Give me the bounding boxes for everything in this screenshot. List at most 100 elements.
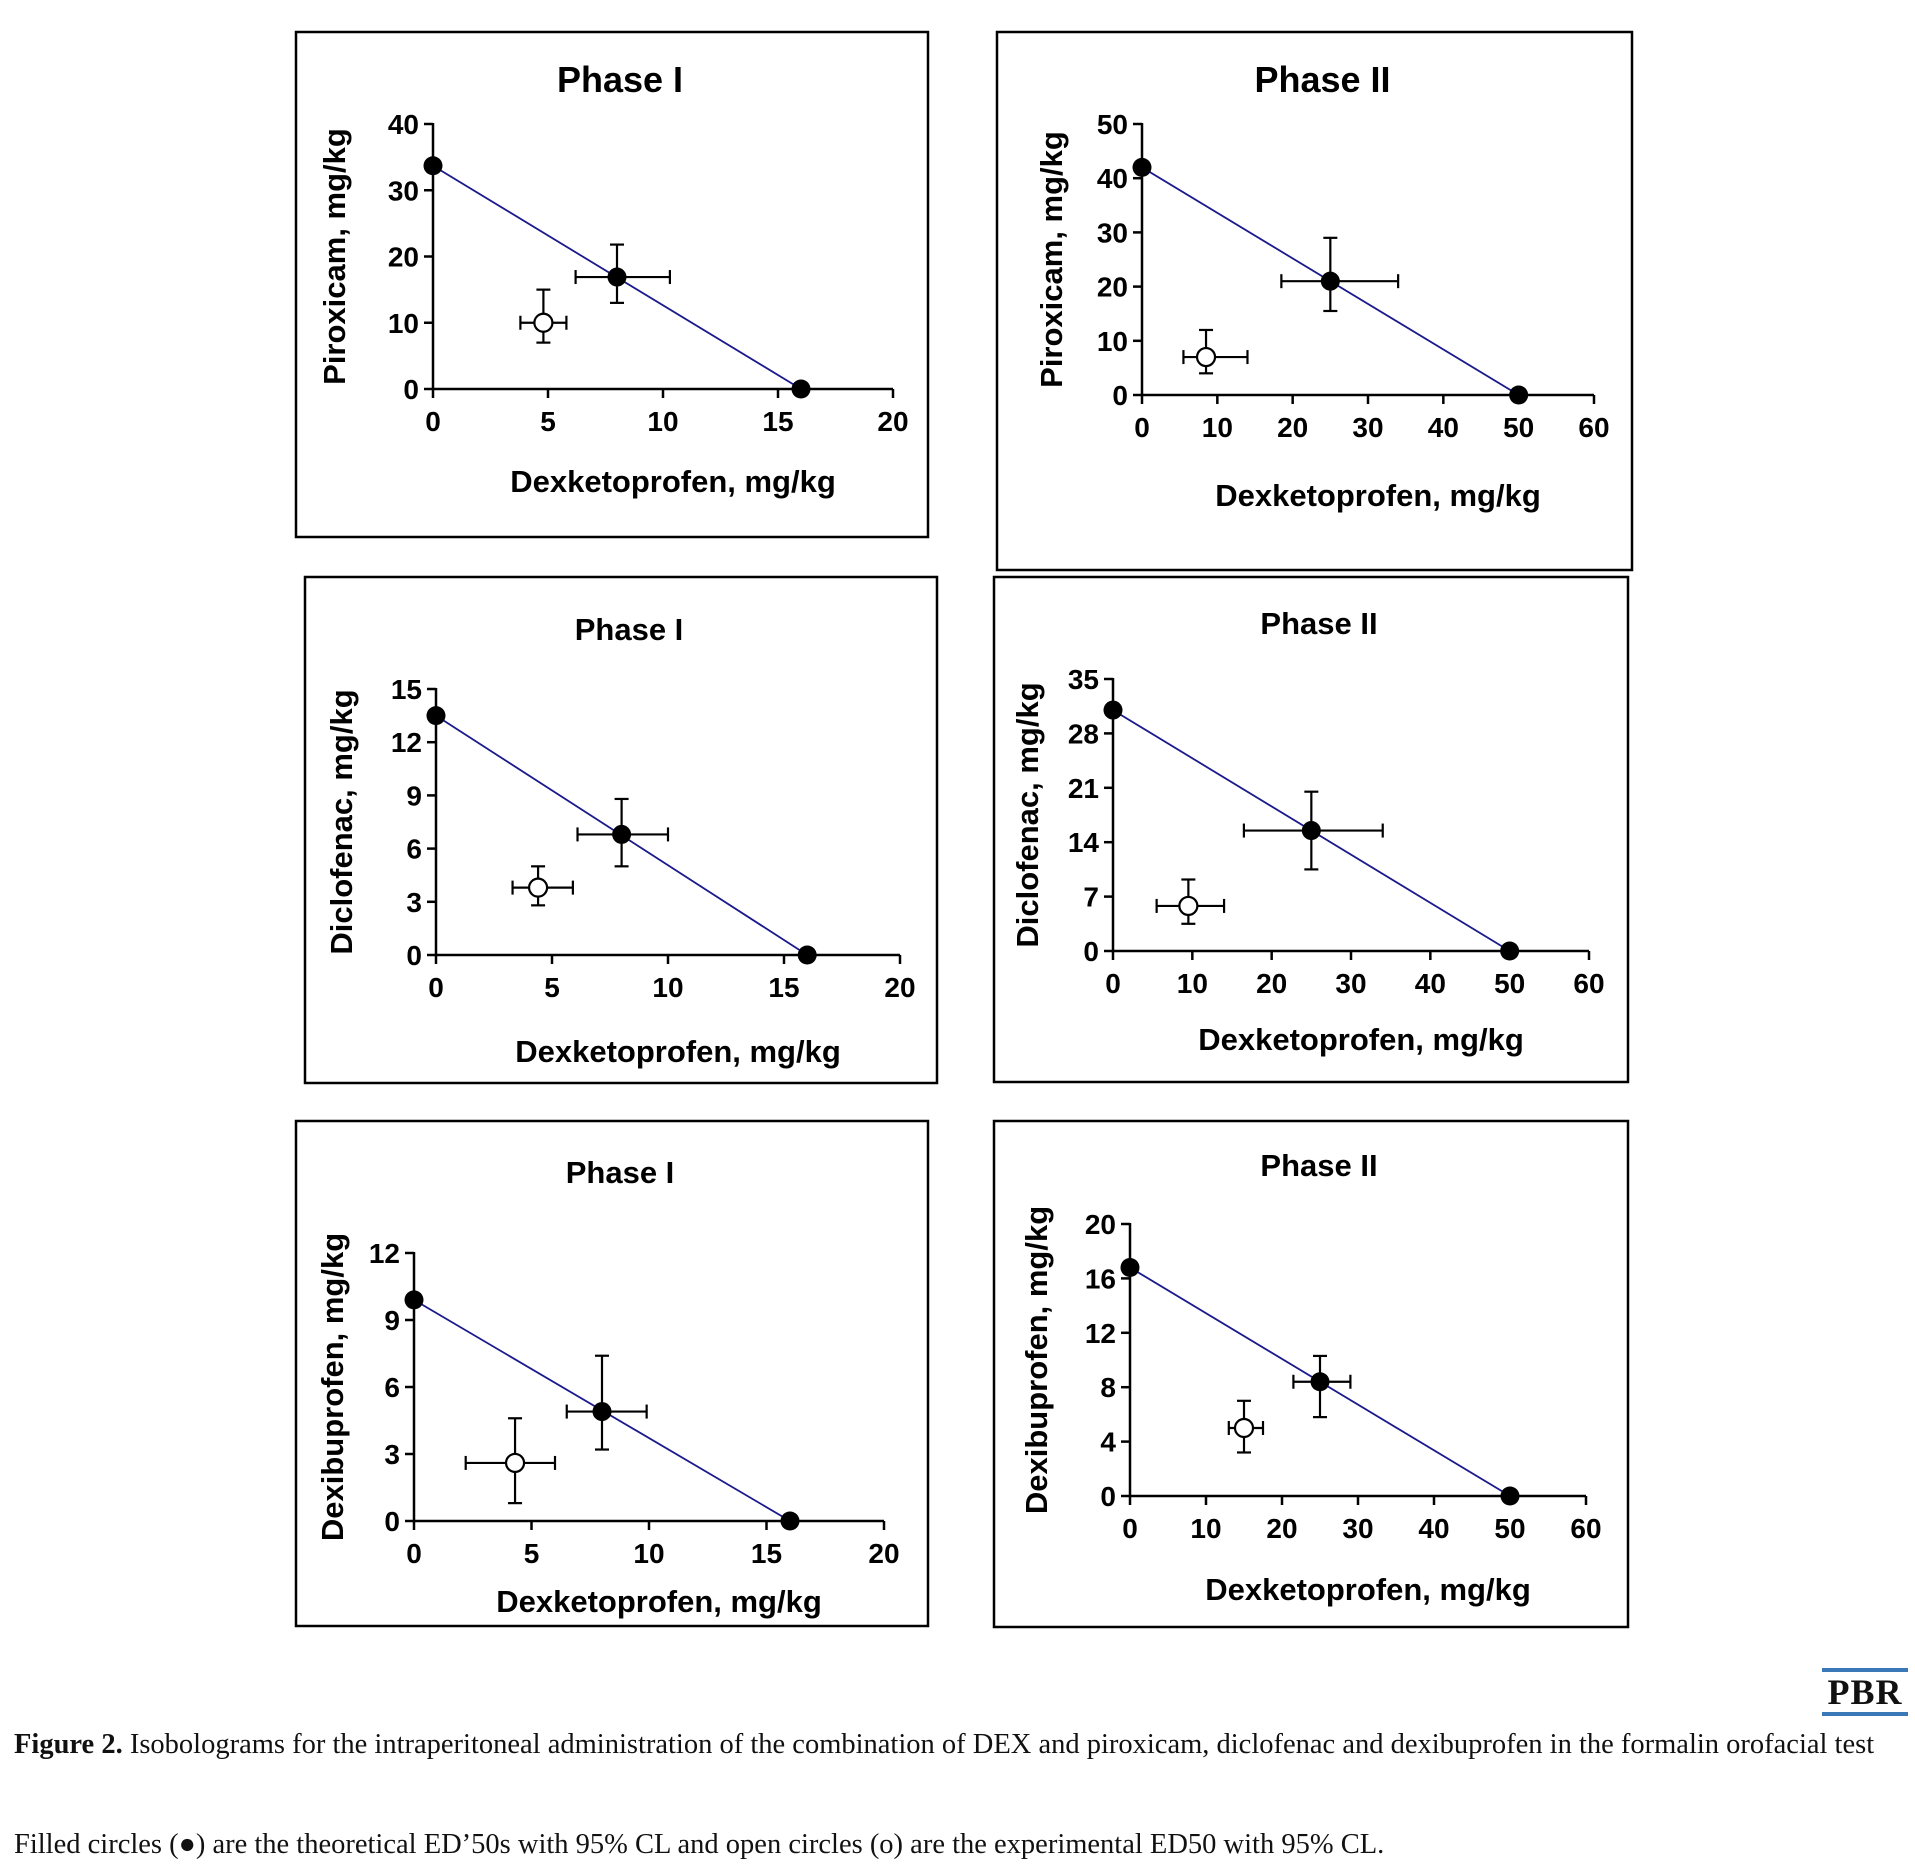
y-tick-label: 12 (1085, 1318, 1116, 1349)
x-tick-label: 5 (540, 406, 556, 437)
figure-note: Filled circles (●) are the theoretical E… (14, 1829, 1385, 1860)
x-axis-label: Dexketoprofen, mg/kg (1205, 1572, 1531, 1607)
y-tick-label: 10 (388, 308, 419, 339)
isobologram-panel-4: Phase II 0 10 20 30 40 50 60 0 7 14 21 28 35 Dexketopr… (992, 575, 1630, 1084)
x-tick-label: 10 (1202, 412, 1233, 443)
isobologram-panel-5: Phase I 0 5 10 15 20 0 3 6 9 12 Dexketoprofen, mg/k… (294, 1119, 930, 1628)
x-tick-label: 40 (1418, 1513, 1449, 1544)
experimental-point (533, 312, 554, 333)
x-tick-label: 20 (1277, 412, 1308, 443)
x-tick-label: 0 (1105, 968, 1121, 999)
x-tick-label: 0 (1122, 1513, 1138, 1544)
y-tick-label: 3 (406, 887, 422, 918)
y-tick-label: 12 (391, 727, 422, 758)
x-tick-label: 60 (1573, 968, 1604, 999)
theoretical-point (1500, 1486, 1520, 1506)
x-tick-label: 40 (1415, 968, 1446, 999)
theoretical-point (1320, 271, 1340, 291)
x-axis-label: Dexketoprofen, mg/kg (510, 464, 836, 499)
x-tick-label: 60 (1578, 412, 1609, 443)
y-tick-label: 7 (1083, 882, 1099, 913)
x-tick-label: 30 (1342, 1513, 1373, 1544)
theoretical-point (1120, 1258, 1140, 1278)
theoretical-point (797, 945, 817, 965)
panel-frame (992, 1119, 1630, 1629)
caption-label: Figure 2. (14, 1729, 123, 1760)
x-axis-label: Dexketoprofen, mg/kg (496, 1584, 822, 1619)
x-tick-label: 50 (1503, 412, 1534, 443)
y-tick-label: 35 (1068, 664, 1099, 695)
chart-title: Phase I (566, 1155, 675, 1190)
y-tick-label: 30 (388, 175, 419, 206)
x-tick-label: 5 (524, 1538, 540, 1569)
y-axis-label: Piroxicam, mg/kg (1034, 131, 1069, 388)
theoretical-point (1509, 385, 1529, 405)
theoretical-point (780, 1511, 800, 1531)
y-tick-label: 3 (384, 1439, 400, 1470)
experimental-point (1233, 1417, 1255, 1439)
y-axis-label: Diclofenac, mg/kg (324, 689, 359, 954)
x-axis-label: Dexketoprofen, mg/kg (1198, 1022, 1524, 1057)
y-tick-label: 0 (1112, 380, 1128, 411)
y-tick-label: 0 (384, 1506, 400, 1537)
experimental-point (1195, 346, 1217, 368)
panel-frame (995, 30, 1634, 572)
isobologram-panel-2: Phase II 0 10 20 30 40 50 60 0 10 20 30 40 50 Dexketop… (995, 30, 1634, 572)
caption-text: Isobolograms for the intraperitoneal adm… (122, 1729, 1875, 1760)
x-tick-label: 20 (1266, 1513, 1297, 1544)
theoretical-point (791, 379, 811, 399)
y-tick-label: 50 (1097, 109, 1128, 140)
x-tick-label: 10 (633, 1538, 664, 1569)
theoretical-point (612, 824, 632, 844)
x-tick-label: 0 (1134, 412, 1150, 443)
y-tick-label: 0 (403, 374, 419, 405)
x-axis-label: Dexketoprofen, mg/kg (1215, 478, 1541, 513)
y-tick-label: 28 (1068, 718, 1099, 749)
x-axis-label: Dexketoprofen, mg/kg (515, 1034, 841, 1069)
x-tick-label: 30 (1335, 968, 1366, 999)
y-tick-label: 16 (1085, 1263, 1116, 1294)
y-tick-label: 6 (406, 834, 422, 865)
y-tick-label: 20 (1097, 272, 1128, 303)
experimental-point (1178, 895, 1199, 917)
y-tick-label: 9 (406, 780, 422, 811)
isobologram-panel-6: Phase II 0 10 20 30 40 50 60 0 4 8 12 16 20 Dexketopro… (992, 1119, 1630, 1629)
y-tick-label: 6 (384, 1372, 400, 1403)
y-tick-label: 30 (1097, 217, 1128, 248)
x-tick-label: 0 (406, 1538, 422, 1569)
theoretical-point (426, 706, 446, 726)
y-tick-label: 21 (1068, 773, 1099, 804)
chart-title: Phase I (557, 59, 683, 100)
x-tick-label: 50 (1494, 1513, 1525, 1544)
isobologram-panel-1: Phase I 0 5 10 15 20 0 10 20 30 40 Dexketoprofen, m… (294, 30, 930, 539)
y-tick-label: 9 (384, 1305, 400, 1336)
chart-title: Phase II (1260, 606, 1377, 641)
x-tick-label: 20 (877, 406, 908, 437)
y-tick-label: 0 (406, 940, 422, 971)
y-tick-label: 20 (1085, 1209, 1116, 1240)
x-tick-label: 0 (425, 406, 441, 437)
theoretical-point (404, 1290, 424, 1310)
y-tick-label: 0 (1083, 936, 1099, 967)
theoretical-point (1310, 1372, 1330, 1392)
theoretical-point (1301, 821, 1321, 841)
theoretical-point (607, 267, 627, 287)
chart-title: Phase II (1260, 1148, 1377, 1183)
journal-logo-text: PBR (1827, 1672, 1903, 1712)
x-tick-label: 10 (652, 972, 683, 1003)
y-axis-label: Piroxicam, mg/kg (317, 128, 352, 385)
x-tick-label: 30 (1352, 412, 1383, 443)
y-tick-label: 0 (1100, 1481, 1116, 1512)
y-axis-label: Dexibuprofen, mg/kg (1019, 1206, 1054, 1514)
y-tick-label: 12 (369, 1238, 400, 1269)
x-tick-label: 10 (1177, 968, 1208, 999)
x-tick-label: 15 (768, 972, 799, 1003)
figure-caption: Figure 2. Isobolograms for the intraperi… (14, 1726, 1904, 1764)
theoretical-point (592, 1402, 612, 1422)
y-tick-label: 8 (1100, 1372, 1116, 1403)
y-tick-label: 14 (1068, 827, 1100, 858)
x-tick-label: 20 (868, 1538, 899, 1569)
x-tick-label: 40 (1428, 412, 1459, 443)
theoretical-point (423, 156, 443, 176)
